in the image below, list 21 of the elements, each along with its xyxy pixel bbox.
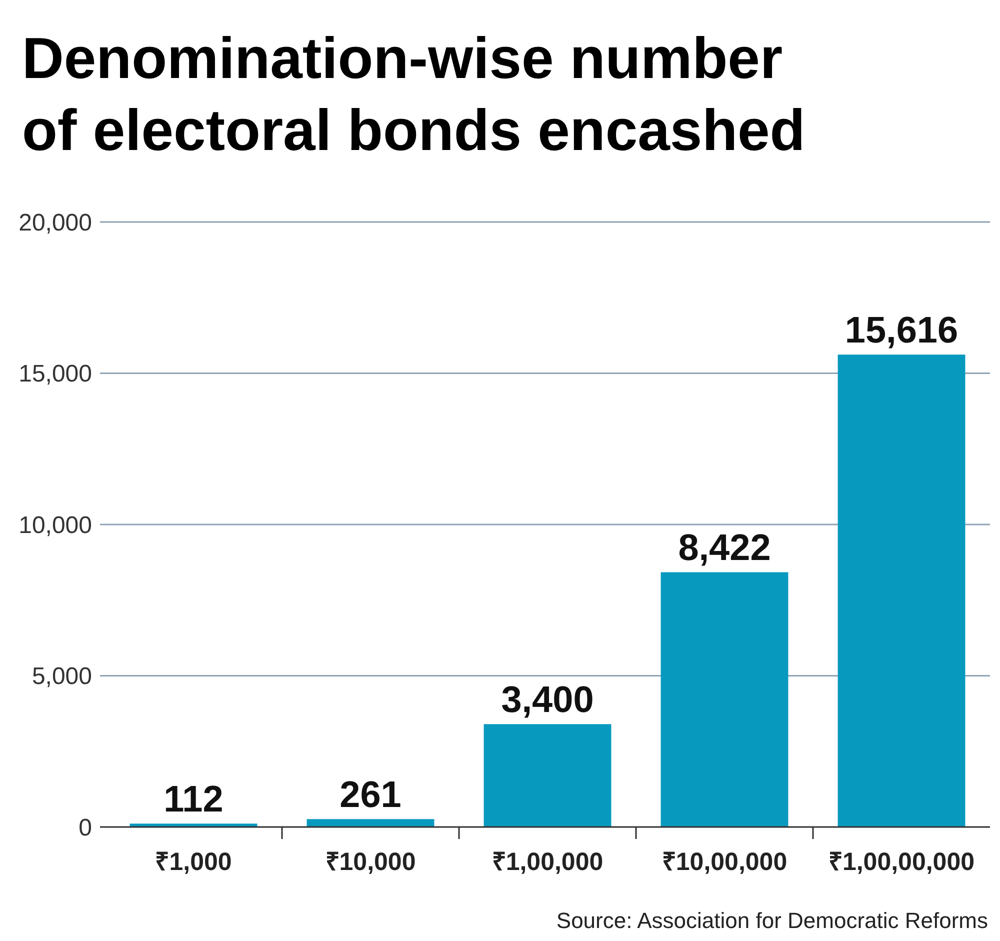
source-note: Source: Association for Democratic Reforms <box>556 908 988 933</box>
data-label: 261 <box>340 774 402 816</box>
x-tick-label: ₹10,00,000 <box>662 848 788 876</box>
y-tick-label: 15,000 <box>18 360 92 388</box>
x-tick-label: ₹10,000 <box>325 848 416 876</box>
x-tick-label: ₹1,00,00,000 <box>828 848 975 876</box>
chart-title: Denomination-wise number of electoral bonds encashed <box>22 26 806 163</box>
bar <box>484 724 612 827</box>
data-label: 8,422 <box>678 527 771 568</box>
y-tick-label: 20,000 <box>18 209 92 236</box>
y-tick-label: 10,000 <box>18 512 92 539</box>
x-tick-label: ₹1,00,000 <box>492 848 604 876</box>
x-tick-label: ₹1,000 <box>155 848 232 876</box>
data-label: 3,400 <box>501 679 594 720</box>
bar <box>660 572 788 827</box>
bar <box>838 354 966 827</box>
data-label: 112 <box>164 778 224 820</box>
bar <box>306 819 434 827</box>
y-tick-label: 0 <box>78 814 92 842</box>
data-label: 15,616 <box>844 310 958 351</box>
y-tick-label: 5,000 <box>32 663 92 690</box>
